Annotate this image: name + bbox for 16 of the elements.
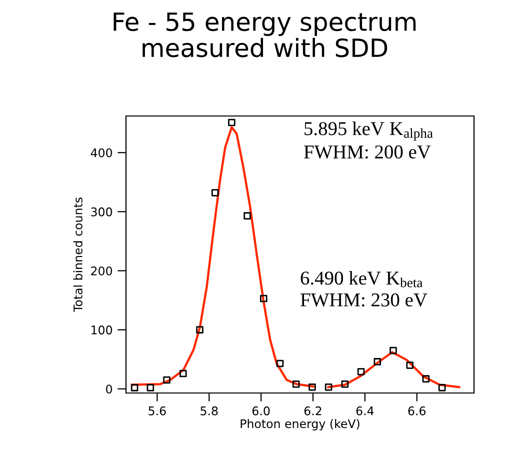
x-tick-label: 5.6 [148, 406, 166, 416]
y-tick-label: 100 [92, 326, 112, 334]
y-tick-label: 200 [91, 266, 112, 276]
annotation: 5.895 keV K$_{alpha}$ FWHM: 200 eV [304, 122, 433, 159]
x-axis-title: Photon energy (keV) [240, 419, 360, 430]
y-tick-label: 0 [106, 384, 112, 394]
x-tick-label: 6.0 [252, 406, 270, 416]
x-tick-label: 6.2 [304, 406, 322, 416]
y-tick-label: 400 [90, 148, 112, 158]
x-tick-label: 6.6 [408, 406, 426, 416]
y-axis-title: Total binned counts [73, 198, 82, 312]
chart-title: Fe - 55 energy spectrum measured with SDD [114, 12, 416, 58]
x-tick-label: 5.8 [200, 406, 218, 416]
annotation: 6.490 keV K$_{beta}$ FWHM: 230 eV [300, 271, 428, 307]
y-tick-label: 300 [91, 207, 112, 216]
x-tick-label: 6.4 [356, 406, 374, 416]
